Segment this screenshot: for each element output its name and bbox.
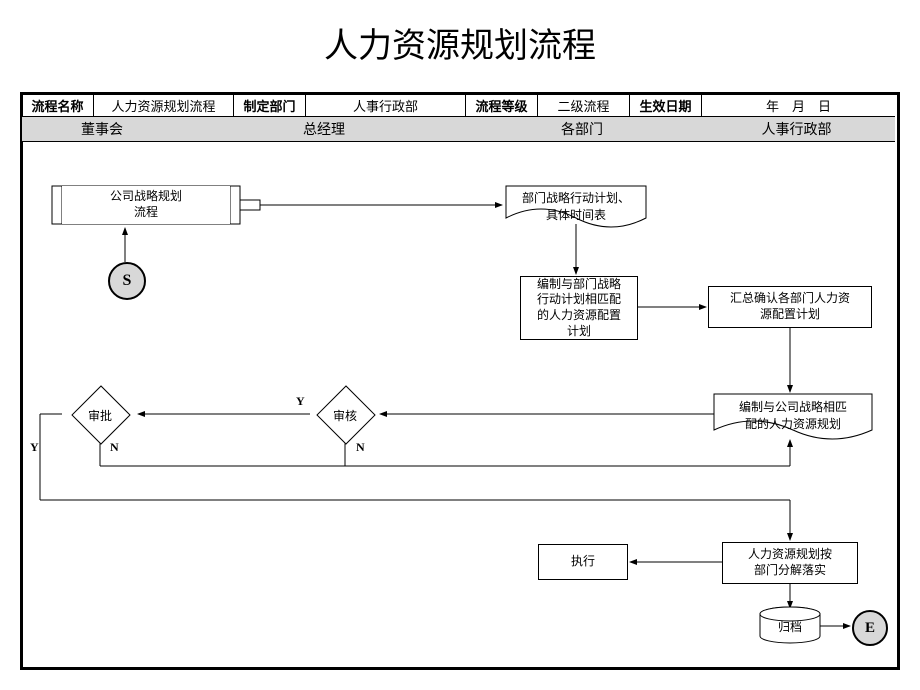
lane-header-1: 董事会 bbox=[22, 116, 183, 142]
lane-header-4: 人事行政部 bbox=[698, 116, 895, 142]
node-company-hr: 编制与公司战略相匹 配的人力资源规划 bbox=[718, 398, 868, 432]
page-title: 人力资源规划流程 bbox=[0, 18, 920, 67]
node-dept-plan: 部门战略行动计划、 具体时间表 bbox=[508, 189, 644, 223]
flowchart-canvas: 人力资源规划流程 流程名称 人力资源规划流程 制定部门 人事行政部 流程等级 二… bbox=[0, 0, 920, 690]
node-compile-hr: 编制与部门战略 行动计划相匹配 的人力资源配置 计划 bbox=[520, 276, 638, 340]
node-breakdown: 人力资源规划按 部门分解落实 bbox=[722, 542, 858, 584]
meta-dept-value: 人事行政部 bbox=[306, 94, 466, 116]
meta-name-label: 流程名称 bbox=[22, 94, 94, 116]
node-start: S bbox=[108, 262, 146, 300]
node-review-label: 审核 bbox=[330, 407, 360, 424]
node-strategy: 公司战略规划 流程 bbox=[62, 186, 230, 224]
lane-header-3: 各部门 bbox=[466, 116, 699, 142]
meta-dept-label: 制定部门 bbox=[234, 94, 306, 116]
meta-name-value: 人力资源规划流程 bbox=[94, 94, 234, 116]
meta-level-label: 流程等级 bbox=[466, 94, 538, 116]
label-approve-y: Y bbox=[30, 440, 39, 455]
lane-header-2: 总经理 bbox=[182, 116, 467, 142]
node-archive: 归档 bbox=[775, 618, 805, 635]
meta-level-value: 二级流程 bbox=[538, 94, 630, 116]
label-review-y: Y bbox=[296, 394, 305, 409]
node-execute: 执行 bbox=[538, 544, 628, 580]
meta-date-label: 生效日期 bbox=[630, 94, 702, 116]
meta-date-value: 年 月 日 bbox=[702, 94, 895, 116]
node-summary: 汇总确认各部门人力资 源配置计划 bbox=[708, 286, 872, 328]
label-approve-n: N bbox=[110, 440, 119, 455]
node-approve-label: 审批 bbox=[85, 407, 115, 424]
node-end: E bbox=[852, 610, 888, 646]
label-review-n: N bbox=[356, 440, 365, 455]
